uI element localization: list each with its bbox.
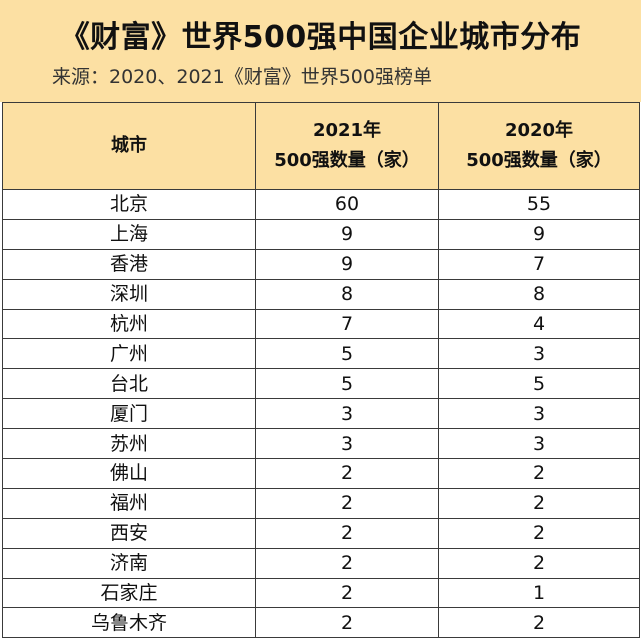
count-2020-cell: 3 <box>438 428 640 460</box>
table-row: 乌鲁木齐 2 2 <box>2 607 640 638</box>
table-row: 济南 2 2 <box>2 547 640 579</box>
count-2021-cell: 2 <box>255 517 439 549</box>
count-2021-cell: 9 <box>255 218 439 250</box>
table-row: 福州 2 2 <box>2 487 640 519</box>
table-row: 上海 9 9 <box>2 218 640 250</box>
column-header-2021: 2021年 500强数量（家） <box>255 102 439 190</box>
table-row: 香港 9 7 <box>2 248 640 280</box>
count-2020-cell: 7 <box>438 248 640 280</box>
table-row: 苏州 3 3 <box>2 428 640 460</box>
column-header-2020: 2020年 500强数量（家） <box>438 102 640 190</box>
table-row: 北京 60 55 <box>2 189 640 220</box>
header-banner: 《财富》世界500强中国企业城市分布 来源：2020、2021《财富》世界500… <box>0 0 641 102</box>
count-2020-cell: 55 <box>438 189 640 220</box>
count-2020-cell: 2 <box>438 517 640 549</box>
table-row: 台北 5 5 <box>2 368 640 400</box>
city-cell: 上海 <box>2 218 256 250</box>
count-2021-cell: 2 <box>255 458 439 489</box>
count-2020-cell: 1 <box>438 577 640 609</box>
count-2020-cell: 2 <box>438 607 640 638</box>
city-cell: 石家庄 <box>2 577 256 609</box>
city-cell: 广州 <box>2 338 256 370</box>
count-2021-cell: 5 <box>255 338 439 370</box>
city-cell: 西安 <box>2 517 256 549</box>
count-2020-cell: 9 <box>438 218 640 250</box>
table-row: 杭州 7 4 <box>2 308 640 340</box>
city-cell: 苏州 <box>2 428 256 460</box>
table-row: 佛山 2 2 <box>2 458 640 489</box>
city-cell: 佛山 <box>2 458 256 489</box>
page-title: 《财富》世界500强中国企业城市分布 <box>59 20 582 55</box>
column-header-2020-year: 2020年 <box>504 120 574 141</box>
count-2020-cell: 5 <box>438 368 640 400</box>
count-2021-cell: 5 <box>255 368 439 400</box>
table-header-row: 城市 2021年 500强数量（家） 2020年 500强数量（家） <box>2 102 640 190</box>
table-row: 深圳 8 8 <box>2 278 640 310</box>
column-header-2021-unit: 500强数量（家） <box>274 150 420 171</box>
count-2021-cell: 2 <box>255 607 439 638</box>
count-2020-cell: 8 <box>438 278 640 310</box>
count-2021-cell: 60 <box>255 189 439 220</box>
city-distribution-table: 城市 2021年 500强数量（家） 2020年 500强数量（家） 北京 60… <box>2 102 640 638</box>
column-header-2021-year: 2021年 <box>312 120 382 141</box>
count-2020-cell: 2 <box>438 487 640 519</box>
table-row: 厦门 3 3 <box>2 398 640 430</box>
count-2021-cell: 3 <box>255 398 439 430</box>
count-2021-cell: 7 <box>255 308 439 340</box>
count-2021-cell: 2 <box>255 487 439 519</box>
table-header: 城市 2021年 500强数量（家） 2020年 500强数量（家） <box>2 102 640 190</box>
count-2021-cell: 2 <box>255 577 439 609</box>
city-cell: 福州 <box>2 487 256 519</box>
column-header-city-label: 城市 <box>111 135 147 156</box>
count-2021-cell: 8 <box>255 278 439 310</box>
city-cell: 厦门 <box>2 398 256 430</box>
count-2020-cell: 3 <box>438 338 640 370</box>
count-2020-cell: 2 <box>438 458 640 489</box>
table-row: 西安 2 2 <box>2 517 640 549</box>
city-cell: 台北 <box>2 368 256 400</box>
table-row: 石家庄 2 1 <box>2 577 640 609</box>
city-cell: 杭州 <box>2 308 256 340</box>
count-2020-cell: 3 <box>438 398 640 430</box>
count-2020-cell: 2 <box>438 547 640 579</box>
column-header-city: 城市 <box>2 102 256 190</box>
count-2021-cell: 3 <box>255 428 439 460</box>
city-cell: 济南 <box>2 547 256 579</box>
city-cell: 乌鲁木齐 <box>2 607 256 638</box>
table-body: 北京 60 55 上海 9 9 香港 9 7 深圳 8 8 杭州 7 <box>2 189 640 638</box>
column-header-2020-unit: 500强数量（家） <box>466 150 612 171</box>
city-cell: 深圳 <box>2 278 256 310</box>
count-2020-cell: 4 <box>438 308 640 340</box>
count-2021-cell: 9 <box>255 248 439 280</box>
table-row: 广州 5 3 <box>2 338 640 370</box>
city-cell: 北京 <box>2 189 256 220</box>
source-subtitle: 来源：2020、2021《财富》世界500强榜单 <box>52 66 432 88</box>
count-2021-cell: 2 <box>255 547 439 579</box>
city-cell: 香港 <box>2 248 256 280</box>
